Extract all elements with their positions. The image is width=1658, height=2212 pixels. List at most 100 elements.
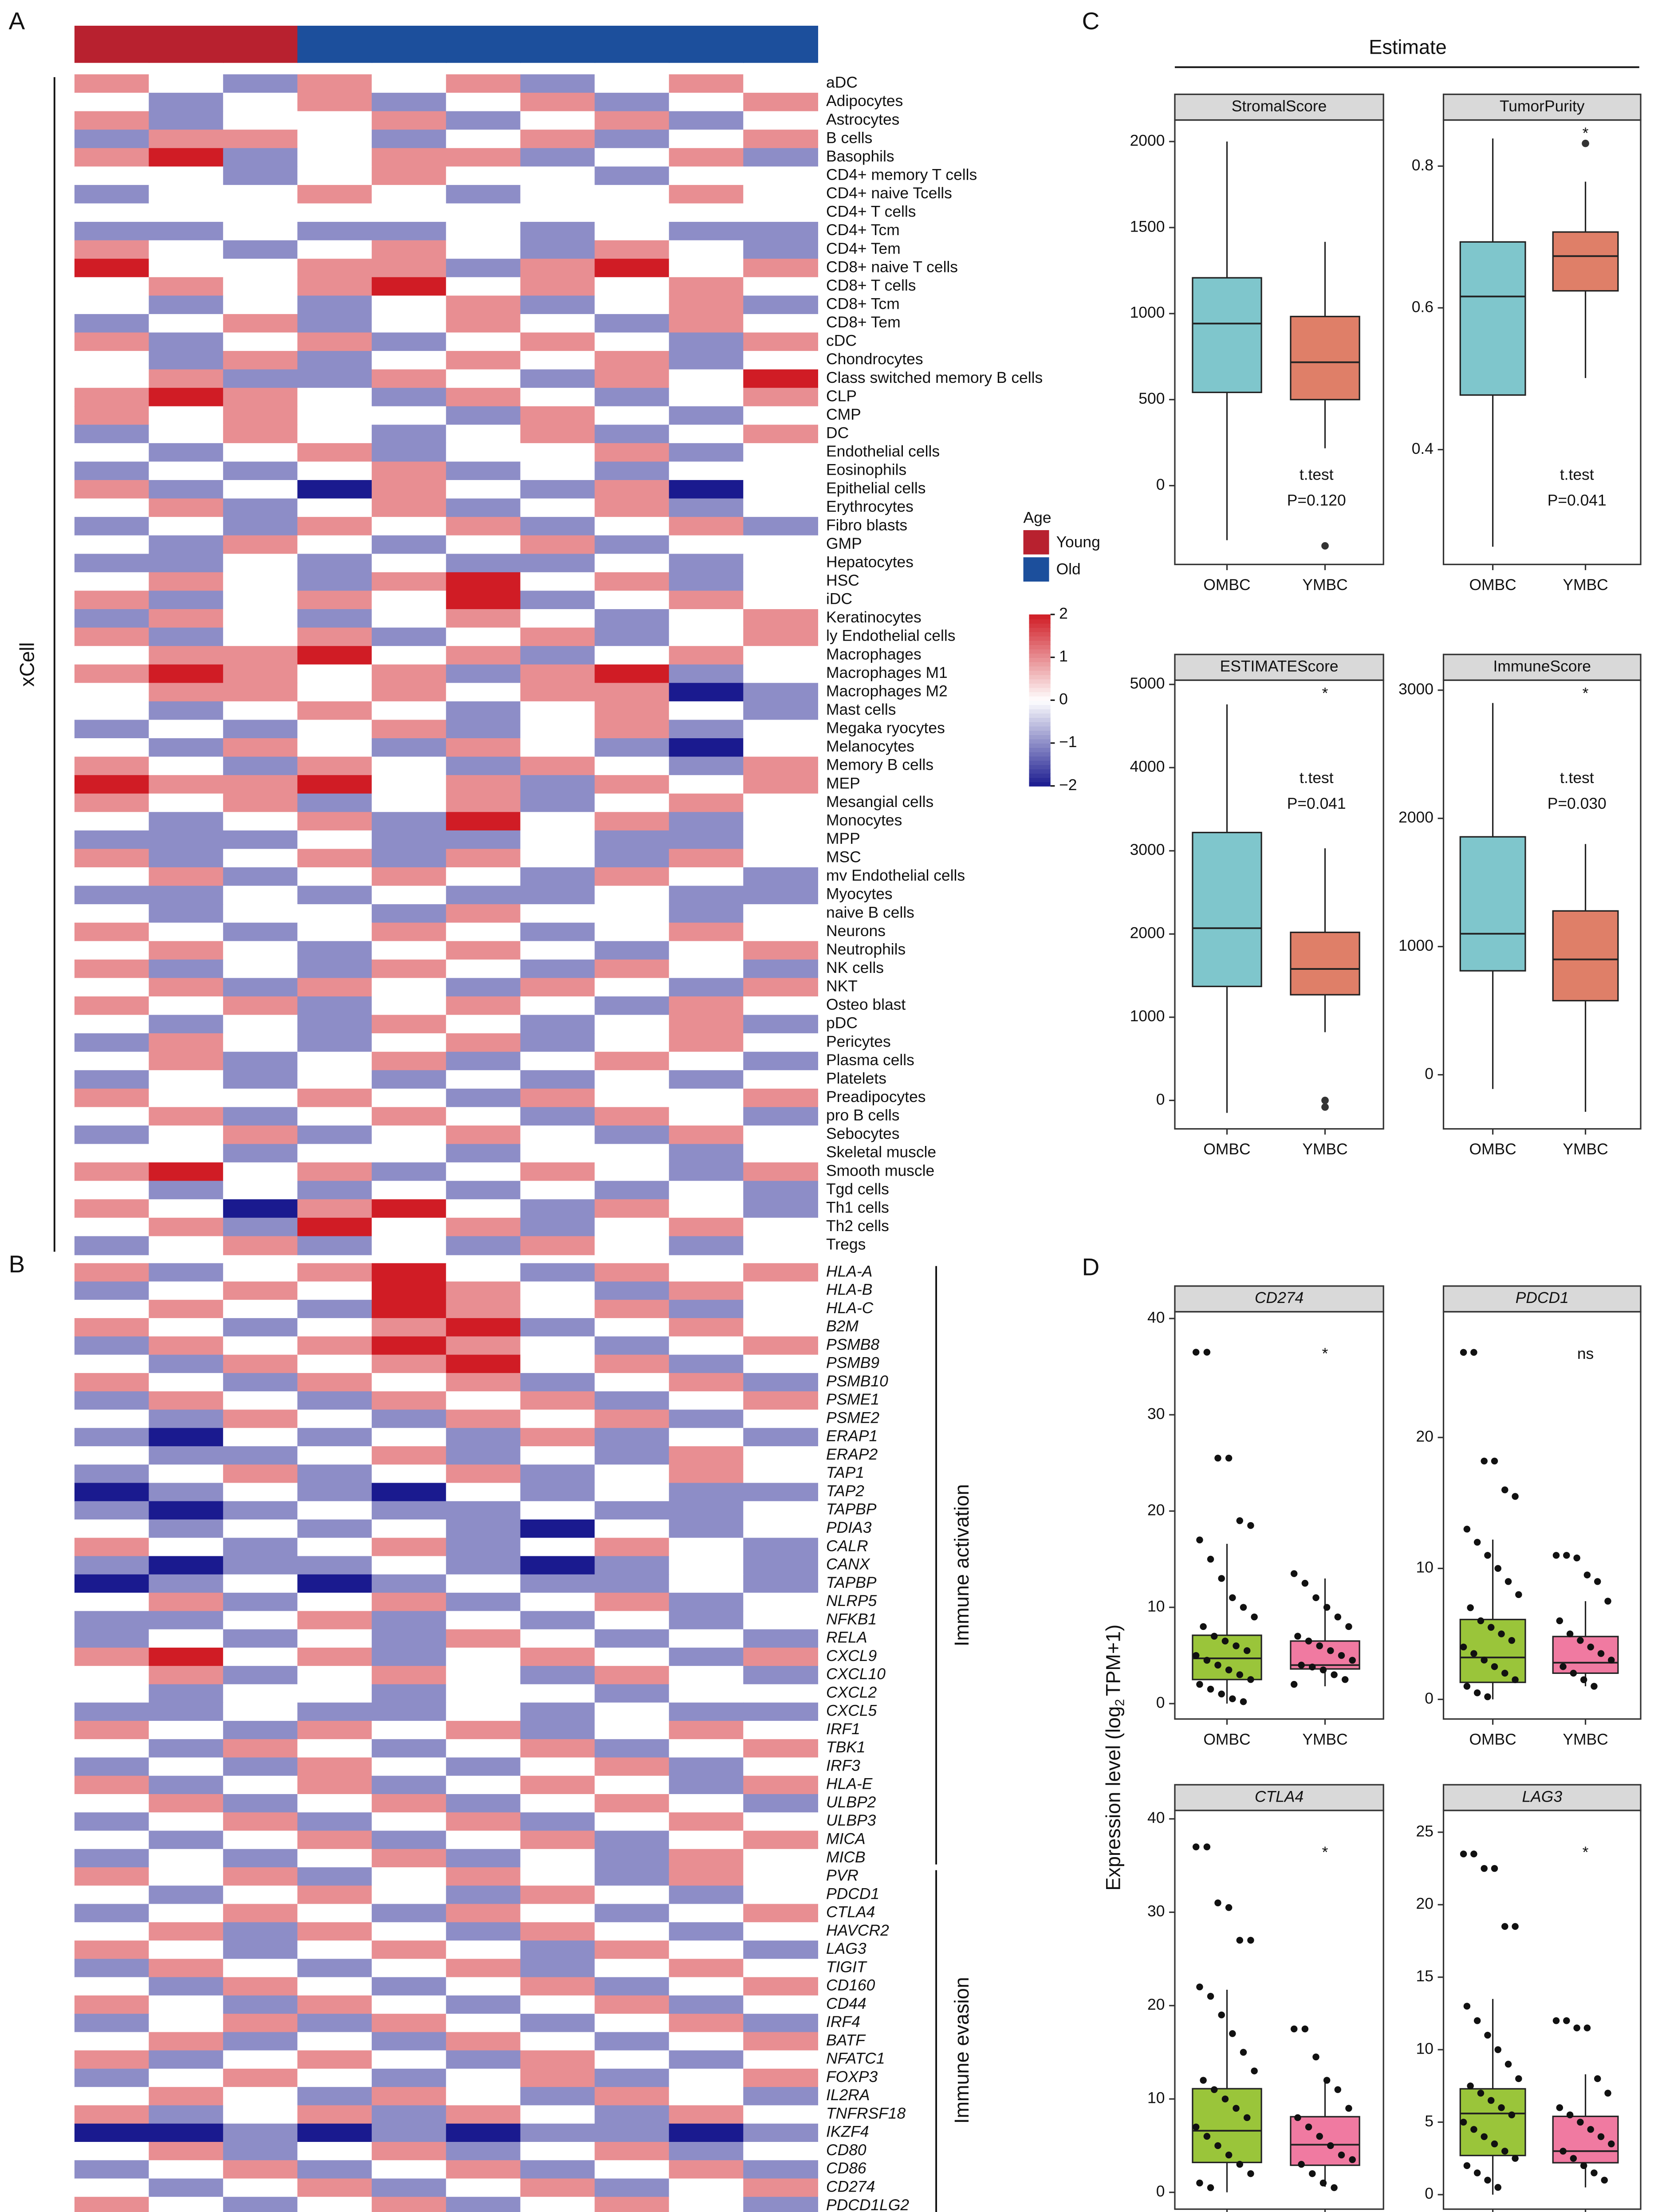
heatmap-cell [371, 1162, 447, 1181]
heatmap-cell [520, 1263, 595, 1282]
row-label: CD4+ naive Tcells [826, 184, 952, 202]
heatmap-cell [743, 425, 819, 444]
heatmap-cell [371, 1995, 447, 2015]
heatmap-cell [74, 1217, 150, 1237]
heatmap-cell [520, 1070, 595, 1090]
heatmap-cell [669, 1236, 744, 1256]
plot-frame [1174, 1810, 1384, 2210]
heatmap-cell [520, 2178, 595, 2198]
heatmap-cell [297, 793, 373, 813]
data-point [1247, 1936, 1254, 1944]
data-point [1338, 2151, 1345, 2159]
heatmap-cell [446, 1428, 521, 1447]
heatmap-cell [74, 1318, 150, 1337]
heatmap-cell [371, 1088, 447, 1108]
heatmap-cell [371, 222, 447, 241]
colorbar-step [1029, 764, 1051, 770]
age-bar-cell [595, 25, 670, 63]
data-point [1207, 1992, 1214, 2000]
colorbar-tick-label: 1 [1059, 647, 1068, 665]
data-point [1484, 2031, 1491, 2039]
heatmap-cell [446, 1538, 521, 1557]
heatmap-cell [297, 812, 373, 831]
heatmap-cell [520, 1236, 595, 1256]
heatmap-cell [446, 590, 521, 610]
heatmap-cell [595, 2178, 670, 2198]
heatmap-cell [371, 2178, 447, 2198]
heatmap-cell [446, 664, 521, 684]
heatmap-cell [371, 332, 447, 352]
heatmap-cell [446, 535, 521, 555]
data-point [1591, 1683, 1598, 1690]
data-point [1192, 1652, 1200, 1659]
heatmap-cell [743, 1940, 819, 1960]
row-label: Epithelial cells [826, 479, 925, 497]
heatmap-cell [223, 1088, 298, 1108]
data-point [1203, 1843, 1211, 1850]
heatmap-cell [669, 2050, 744, 2070]
data-point [1512, 1493, 1519, 1500]
heatmap-cell [297, 1162, 373, 1181]
data-point [1247, 1676, 1254, 1683]
heatmap-cell [743, 93, 819, 112]
heatmap-cell [520, 166, 595, 186]
heatmap-cell [149, 646, 224, 665]
heatmap-cell [149, 1629, 224, 1649]
heatmap-cell [520, 130, 595, 149]
heatmap-cell [223, 1125, 298, 1145]
heatmap-cell [446, 2087, 521, 2106]
heatmap-cell [297, 1299, 373, 1319]
heatmap-cell [446, 1812, 521, 1831]
y-tick-label: 3000 [1130, 841, 1165, 858]
panel-title: StromalScore [1232, 97, 1327, 115]
heatmap-cell [371, 1318, 447, 1337]
heatmap-cell [74, 775, 150, 795]
box [1290, 931, 1360, 996]
heatmap-cell [743, 1574, 819, 1594]
heatmap-cell [743, 130, 819, 149]
heatmap-cell [223, 683, 298, 702]
heatmap-cell [446, 130, 521, 149]
heatmap-cell [297, 590, 373, 610]
data-point [1494, 2184, 1502, 2191]
heatmap-cell [223, 627, 298, 647]
heatmap-cell [595, 1977, 670, 1996]
group-label: xCell [16, 642, 39, 687]
heatmap-cell [149, 756, 224, 776]
data-point [1563, 1552, 1570, 1559]
heatmap-cell [743, 1885, 819, 1905]
heatmap-cell [743, 1519, 819, 1539]
heatmap-cell [74, 1354, 150, 1374]
heatmap-cell [743, 1849, 819, 1868]
heatmap-cell [743, 185, 819, 204]
heatmap-cell [223, 240, 298, 260]
heatmap-cell [446, 1940, 521, 1960]
heatmap-cell [371, 1959, 447, 1978]
heatmap-cell [371, 93, 447, 112]
heatmap-cell [371, 2141, 447, 2161]
plot-frame [1174, 1311, 1384, 1720]
row-label: Myocytes [826, 885, 893, 903]
heatmap-cell [74, 1483, 150, 1502]
heatmap-cell [743, 517, 819, 536]
heatmap-cell [743, 314, 819, 333]
colorbar-step [1029, 661, 1051, 667]
heatmap-cell [74, 498, 150, 518]
heatmap-cell [297, 148, 373, 167]
y-axis-label: Expression level (log2TPM+1) [1102, 1625, 1127, 1891]
data-point [1207, 1685, 1214, 1693]
annotation: t.test [1560, 465, 1594, 483]
outlier [1321, 542, 1329, 550]
heatmap-cell [743, 498, 819, 518]
row-label: PDCD1LG2 [826, 2196, 909, 2212]
strip [1174, 93, 1384, 121]
heatmap-cell [743, 886, 819, 905]
row-label: ULBP2 [826, 1793, 876, 1811]
heatmap-cell [669, 2178, 744, 2198]
heatmap-cell [74, 1922, 150, 1941]
heatmap-cell [669, 978, 744, 997]
heatmap-cell [595, 1775, 670, 1795]
heatmap-cell [371, 627, 447, 647]
heatmap-cell [297, 1885, 373, 1905]
heatmap-cell [297, 1812, 373, 1831]
